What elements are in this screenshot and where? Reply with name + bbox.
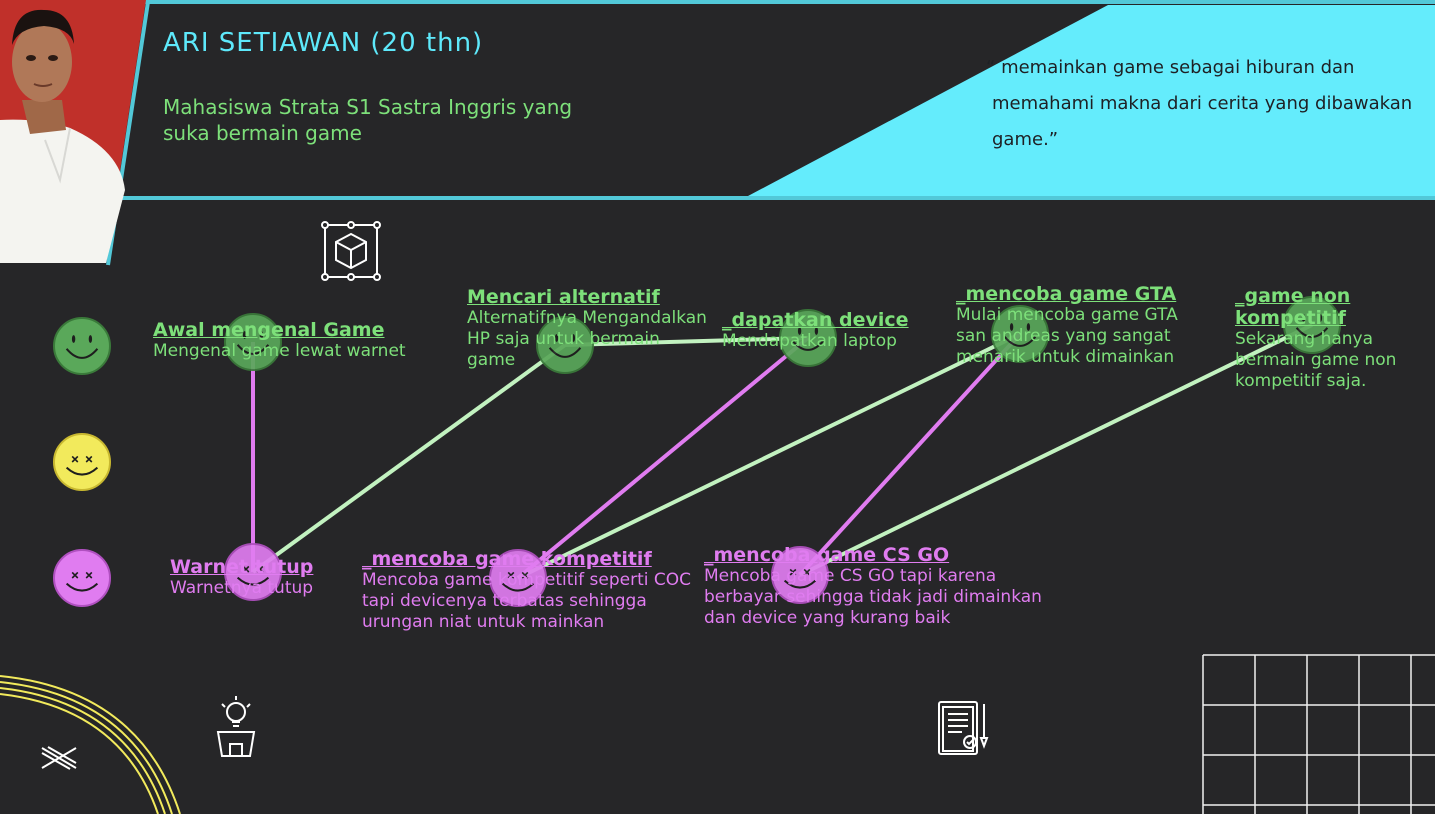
decorative-arcs — [0, 675, 181, 814]
quote-mark: “ — [986, 57, 996, 78]
journey-step-desc: Alternatifnya Mengandalkan HP saja untuk… — [467, 308, 707, 370]
journey-step: Warnet tutup Warnetnya tutup — [170, 556, 350, 599]
journey-step-title: Awal mengenal Game — [153, 319, 385, 341]
journey-step: _mencoba game CS GO Mencoba game CS GO ta… — [704, 544, 1054, 629]
journey-step: Mencari alternatif Alternatifnya Menganda… — [467, 286, 707, 371]
journey-step-desc: Sekarang hanya bermain game non kompetit… — [1235, 329, 1397, 391]
cube-icon — [321, 221, 381, 281]
journey-step-desc: Mulai mencoba game GTA san andreas yang … — [956, 305, 1178, 367]
journey-step-desc: Mengenal game lewat warnet — [153, 341, 406, 361]
journey-step-title: _mencoba game kompetitif — [362, 548, 652, 570]
journey-step: _game non kompetitif Sekarang hanya berma… — [1235, 285, 1430, 392]
journey-step-title: Warnet tutup — [170, 556, 314, 578]
cross-icon — [41, 746, 77, 770]
journey-step-title: Mencari alternatif — [467, 286, 660, 308]
journey-step-title: _game non kompetitif — [1235, 285, 1351, 329]
persona-quote: “ memainkan game sebagai hiburan dan mem… — [986, 50, 1422, 158]
persona-subtitle: Mahasiswa Strata S1 Sastra Inggris yang … — [163, 95, 573, 145]
journey-step-desc: Mencoba game kompetitif seperti COC tapi… — [362, 570, 691, 632]
lightbulb-box-icon — [216, 696, 256, 757]
journey-step: _mencoba game GTA Mulai mencoba game GTA … — [956, 283, 1196, 368]
grid-decoration — [1202, 654, 1435, 814]
journey-step-title: _mencoba game GTA — [956, 283, 1177, 305]
journey-step-title: _dapatkan device — [722, 309, 909, 331]
journey-step-desc: Warnetnya tutup — [170, 578, 314, 598]
profile-photo — [0, 0, 146, 264]
clipboard-icon — [938, 701, 989, 755]
journey-step: Awal mengenal Game Mengenal game lewat wa… — [153, 319, 453, 362]
persona-name: ARI SETIAWAN (20 thn) — [163, 28, 484, 58]
quote-text: memainkan game sebagai hiburan dan memah… — [992, 57, 1413, 150]
journey-step-desc: Mendapatkan laptop — [722, 331, 897, 351]
journey-step: _mencoba game kompetitif Mencoba game kom… — [362, 548, 697, 633]
journey-step-title: _mencoba game CS GO — [704, 544, 950, 566]
journey-step-desc: Mencoba game CS GO tapi karena berbayar … — [704, 566, 1042, 628]
journey-step: _dapatkan device Mendapatkan laptop — [722, 309, 942, 352]
